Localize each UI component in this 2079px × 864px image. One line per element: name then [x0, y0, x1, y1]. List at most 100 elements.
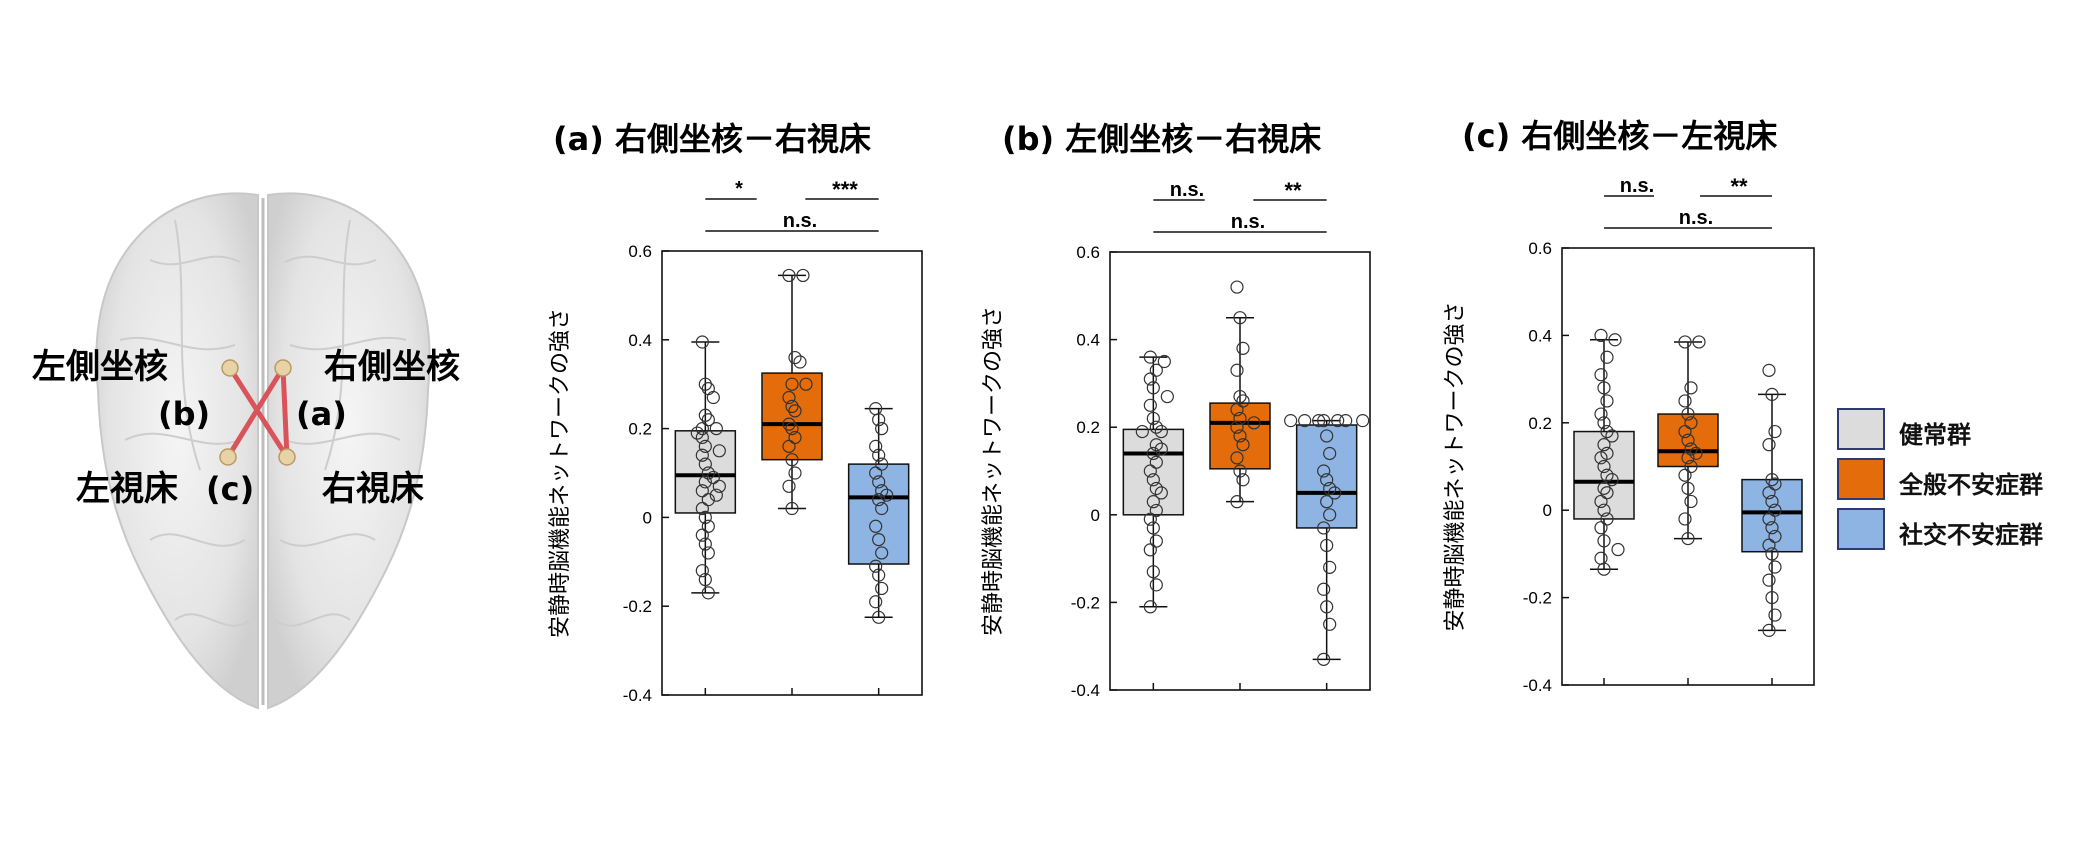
y-tick-label: -0.4 — [1071, 681, 1100, 700]
data-point — [695, 501, 709, 516]
legend-item-healthy: 健常群 — [1837, 408, 2077, 454]
data-point — [1600, 350, 1614, 364]
data-point — [782, 439, 796, 453]
data-point — [698, 475, 712, 489]
data-point — [875, 501, 889, 516]
data-point — [785, 377, 799, 391]
data-point — [788, 430, 802, 445]
label-left-thalamus: 左視床 — [76, 469, 178, 509]
brain-sulci — [119, 219, 407, 627]
data-point — [690, 426, 704, 440]
data-point — [1143, 512, 1157, 526]
box-2 — [1657, 413, 1719, 468]
data-point — [701, 413, 715, 427]
sig-label-13: n.s. — [1679, 207, 1713, 229]
data-point — [782, 268, 796, 283]
data-point — [1143, 372, 1157, 386]
data-point — [1323, 617, 1337, 631]
legend-item-sad: 社交不安症群 — [1837, 508, 2077, 554]
data-point — [1317, 652, 1331, 666]
data-point — [788, 404, 802, 418]
data-point — [698, 457, 712, 471]
y-tick-label: 0.2 — [628, 420, 652, 439]
data-point — [1230, 280, 1244, 294]
data-point — [1312, 414, 1326, 428]
data-point — [1146, 411, 1160, 426]
node-left-thalamus — [219, 448, 237, 466]
data-point — [1597, 459, 1611, 474]
data-point — [1689, 446, 1703, 460]
chart-panel-a: (a) 右側坐核－右視床 0.6 0.4 0.2 0 -0.2 -0.4 安静時脳機能ネットワ… — [548, 120, 923, 705]
y-tick-label: 0.6 — [628, 242, 652, 261]
y-tick-label: -0.4 — [1523, 676, 1552, 695]
brain-connections — [225, 366, 290, 459]
data-point — [701, 466, 715, 480]
legend-label-sad: 社交不安症群 — [1899, 521, 2043, 549]
data-point — [880, 488, 894, 502]
data-point — [1149, 438, 1163, 452]
data-point — [695, 430, 709, 445]
y-tick-label: -0.2 — [1071, 593, 1100, 612]
data-point — [1320, 600, 1334, 614]
data-point — [1149, 481, 1163, 496]
sig-label-12: n.s. — [1170, 179, 1204, 201]
data-point — [1149, 455, 1163, 469]
data-point — [1323, 560, 1337, 574]
label-right-nucleus: 右側坐核 — [324, 347, 460, 387]
y-tick-label: 0 — [643, 508, 652, 527]
data-point — [712, 444, 726, 458]
data-point — [1146, 495, 1160, 509]
y-tick-label: 0.6 — [1076, 243, 1100, 262]
data-point — [698, 439, 712, 453]
data-point — [1149, 363, 1163, 377]
data-point — [872, 493, 886, 507]
label-c: (c) — [206, 470, 254, 508]
data-point — [1236, 341, 1250, 355]
y-tick-label: -0.2 — [1523, 589, 1552, 608]
data-point — [1594, 328, 1608, 342]
data-point — [1230, 495, 1244, 509]
data-point — [785, 453, 799, 467]
y-axis-label: 安静時脳機能ネットワークの強さ — [981, 306, 1006, 636]
data-point — [1230, 451, 1244, 465]
brain-illustration — [95, 192, 431, 710]
sig-label-12: * — [735, 178, 743, 200]
data-point — [1236, 438, 1250, 452]
data-point — [1678, 468, 1692, 482]
data-point — [695, 564, 709, 578]
connection-b — [227, 366, 290, 459]
legend-label-gad: 全般不安症群 — [1899, 471, 2043, 499]
data-point — [872, 610, 886, 624]
sig-label-13: n.s. — [783, 210, 817, 232]
data-point — [796, 268, 810, 283]
data-point — [1323, 508, 1337, 522]
data-point — [1597, 534, 1611, 548]
brain-nodes — [219, 359, 296, 466]
data-point — [1762, 486, 1776, 500]
data-point — [1317, 464, 1331, 478]
data-point — [1765, 590, 1779, 605]
data-point — [706, 390, 720, 405]
y-tick-label: 0 — [1091, 506, 1100, 525]
data-point — [1233, 311, 1247, 325]
legend-swatch-sad — [1837, 508, 1885, 550]
data-point — [1611, 542, 1625, 557]
data-point — [1597, 481, 1611, 495]
data-point — [1233, 429, 1247, 443]
legend-swatch-gad — [1837, 458, 1885, 500]
y-tick-label: 0.4 — [628, 331, 652, 350]
data-point — [1154, 442, 1168, 456]
data-point — [782, 390, 796, 405]
connection-c — [225, 366, 286, 459]
data-point — [1597, 416, 1611, 430]
data-point — [1594, 551, 1608, 565]
data-point — [1135, 424, 1149, 439]
data-point — [1143, 464, 1157, 478]
data-point — [1594, 494, 1608, 509]
data-point — [799, 377, 813, 391]
data-point — [1149, 534, 1163, 548]
y-tick-label: 0.4 — [1528, 326, 1552, 345]
data-point — [1594, 368, 1608, 382]
data-point — [1765, 473, 1779, 487]
data-point — [709, 422, 723, 436]
